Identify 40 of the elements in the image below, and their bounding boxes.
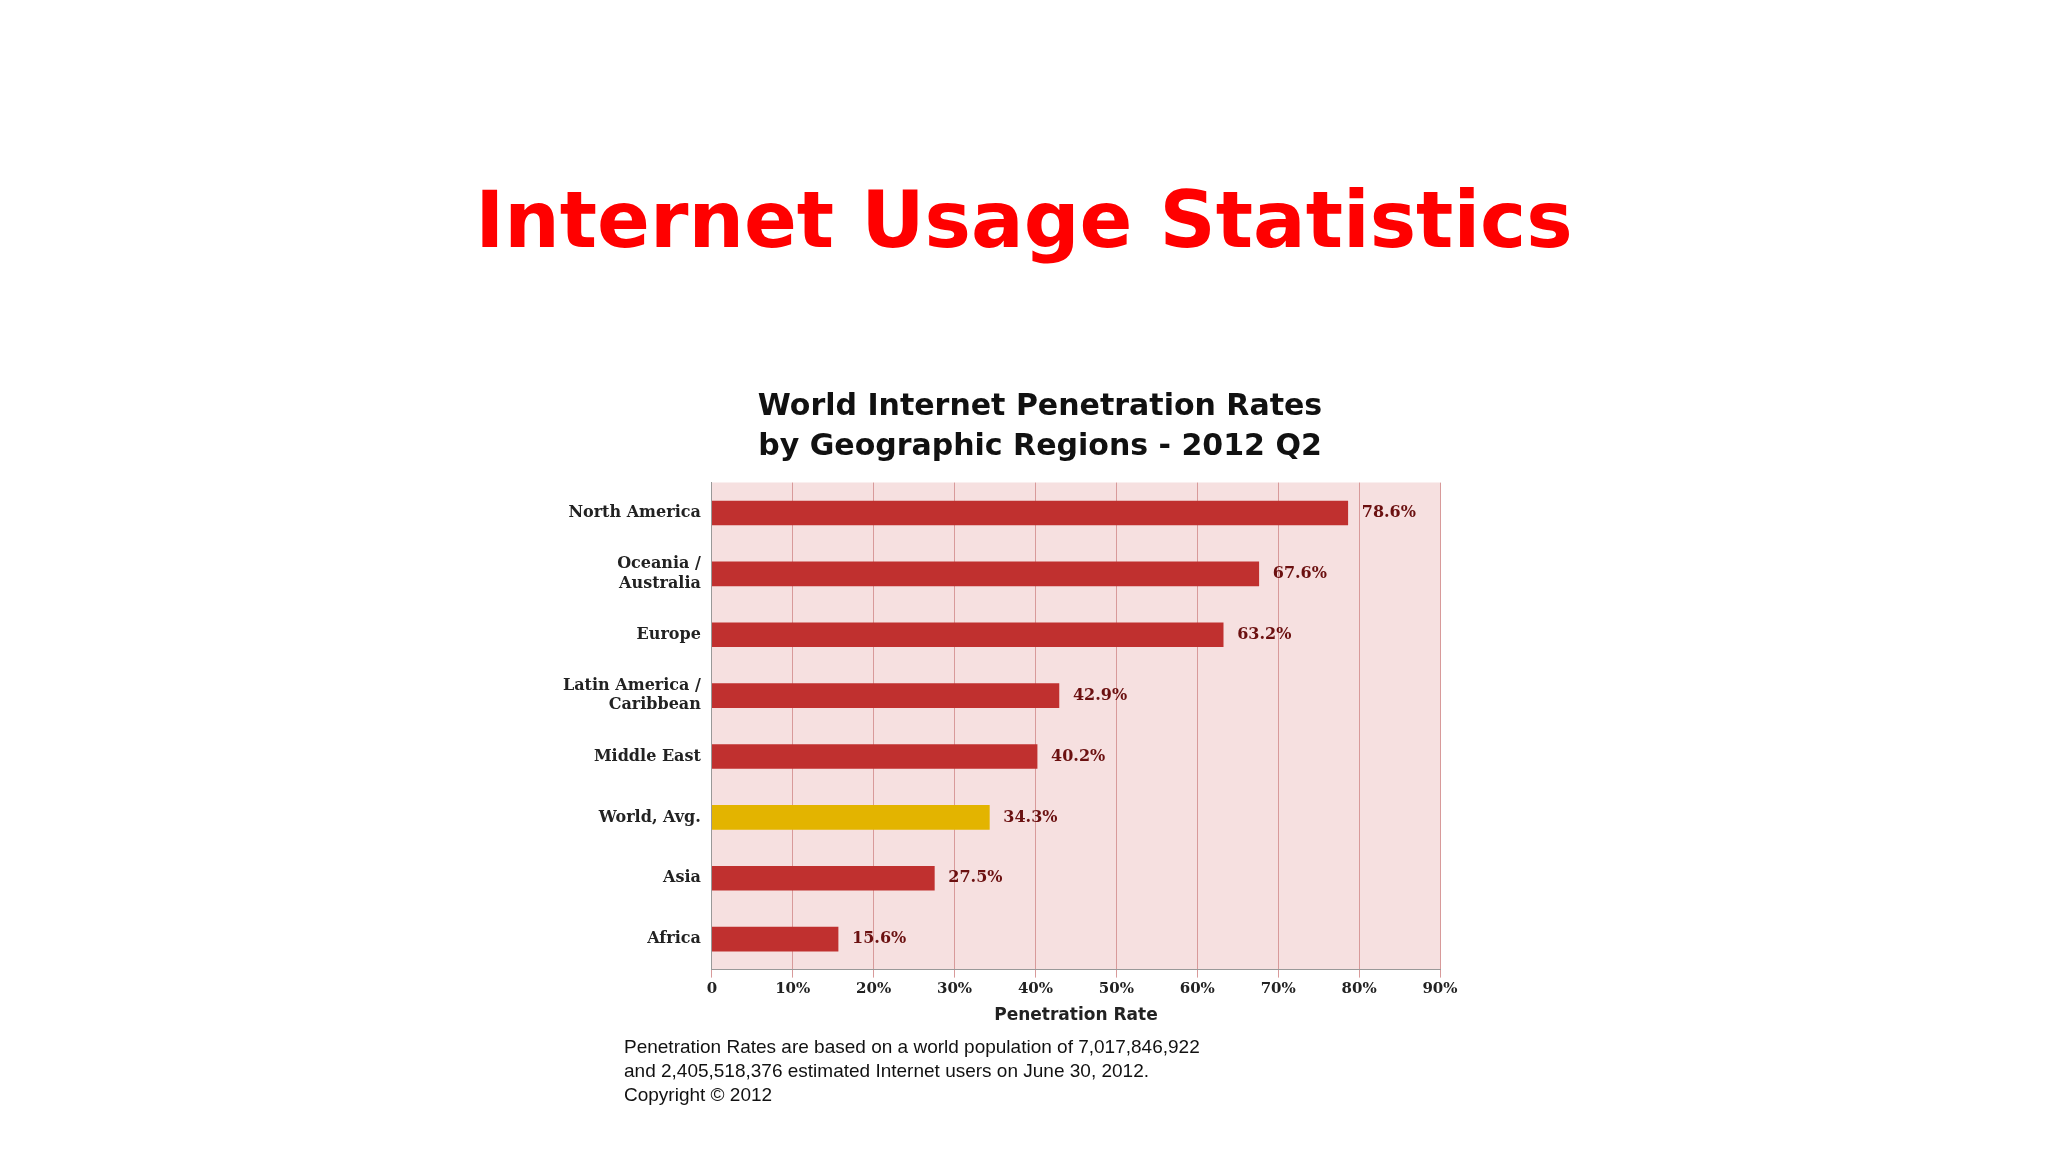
x-tick-label: 80% (1341, 979, 1377, 998)
chart-subtitle: World Internet Penetration Rates by Geographic Regions - 2012 Q2 (756, 386, 1324, 464)
data-label: 40.2% (1051, 745, 1106, 765)
x-tick-label: 70% (1260, 979, 1296, 998)
bar (712, 561, 1260, 587)
x-tick-label: 90% (1422, 979, 1458, 998)
y-tick-label: Middle East (593, 745, 702, 765)
data-label: 78.6% (1361, 502, 1416, 522)
y-tick-label: Europe (636, 623, 701, 643)
bar (712, 500, 1349, 526)
data-label: 34.3% (1003, 806, 1058, 826)
data-label: 63.2% (1237, 623, 1292, 643)
bar (712, 683, 1060, 708)
x-tick-label: 50% (1098, 979, 1134, 998)
y-tick-label: Africa (646, 928, 701, 948)
data-label: 67.6% (1272, 563, 1327, 583)
y-tick-label: Oceania / Australia (617, 553, 701, 592)
y-tick-label: Asia (661, 867, 701, 887)
data-label: 27.5% (948, 867, 1003, 887)
y-tick-label: North America (568, 502, 701, 522)
x-tick-label: 0 (706, 979, 718, 998)
x-tick-label: 60% (1179, 979, 1215, 998)
text: and 2,405,518,376 estimated Internet users on June 30, 2012. (624, 1059, 1150, 1083)
text: Penetration Rates are based on a world population of 7,017,846,922 (624, 1035, 1200, 1059)
y-tick-label: World, Avg. (597, 806, 701, 826)
text: Copyright © 2012 (624, 1083, 774, 1107)
x-tick-label: 40% (1017, 979, 1054, 998)
x-tick-label: 30% (936, 979, 973, 998)
x-axis-title: Penetration Rate (994, 1004, 1158, 1025)
x-tick-label: 10% (775, 979, 811, 998)
x-tick-label: 20% (856, 979, 892, 998)
data-label: 15.6% (852, 928, 907, 948)
bar (712, 622, 1224, 648)
data-label: 42.9% (1072, 684, 1128, 704)
chart-title: Internet Usage Statistics (474, 175, 1574, 265)
y-tick-label: Latin America / Caribbean (563, 675, 702, 714)
bar (712, 926, 839, 952)
bar (712, 865, 935, 891)
bar (712, 744, 1038, 769)
bar (712, 805, 990, 830)
